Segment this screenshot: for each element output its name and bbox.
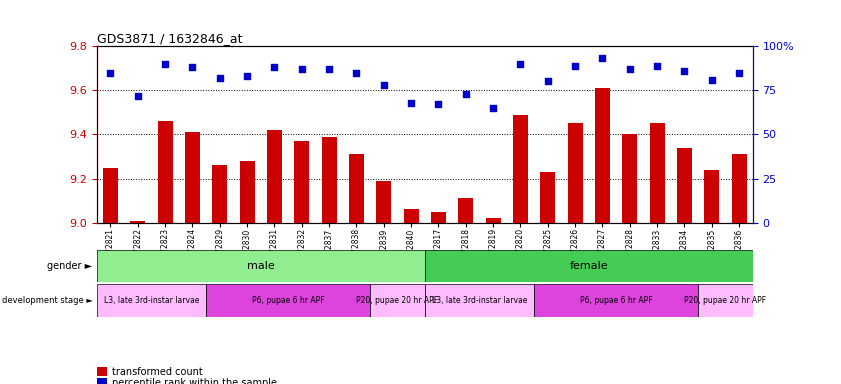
Point xyxy=(650,63,664,69)
Text: P6, pupae 6 hr APF: P6, pupae 6 hr APF xyxy=(251,296,325,305)
Bar xyxy=(404,209,419,223)
Bar xyxy=(240,161,255,223)
Point xyxy=(158,61,172,67)
Bar xyxy=(321,137,336,223)
Point xyxy=(431,101,445,108)
Text: transformed count: transformed count xyxy=(112,366,203,377)
Bar xyxy=(513,114,528,223)
Bar xyxy=(568,123,583,223)
Bar xyxy=(540,172,555,223)
Bar xyxy=(458,199,473,223)
Bar xyxy=(698,284,753,317)
Bar xyxy=(622,134,637,223)
Point xyxy=(350,70,363,76)
Point xyxy=(514,61,527,67)
Point xyxy=(541,78,554,84)
Bar xyxy=(130,220,145,223)
Text: development stage ►: development stage ► xyxy=(2,296,93,305)
Bar xyxy=(97,284,206,317)
Bar xyxy=(732,154,747,223)
Point xyxy=(103,70,117,76)
Text: male: male xyxy=(247,261,274,271)
Point xyxy=(678,68,691,74)
Point xyxy=(322,66,336,72)
Bar xyxy=(485,218,500,223)
Point xyxy=(623,66,637,72)
Bar xyxy=(206,284,370,317)
Point xyxy=(295,66,309,72)
Text: percentile rank within the sample: percentile rank within the sample xyxy=(112,378,277,384)
Bar xyxy=(294,141,309,223)
Point xyxy=(213,75,226,81)
Bar xyxy=(97,250,425,282)
Text: P20, pupae 20 hr APF: P20, pupae 20 hr APF xyxy=(685,296,766,305)
Bar xyxy=(267,130,282,223)
Bar xyxy=(534,284,698,317)
Bar xyxy=(185,132,200,223)
Bar xyxy=(649,123,664,223)
Bar xyxy=(704,170,719,223)
Text: GDS3871 / 1632846_at: GDS3871 / 1632846_at xyxy=(97,32,242,45)
Point xyxy=(186,64,199,70)
Point xyxy=(486,105,500,111)
Bar xyxy=(376,181,391,223)
Bar xyxy=(349,154,364,223)
Bar xyxy=(212,166,227,223)
Point xyxy=(595,55,609,61)
Point xyxy=(569,63,582,69)
Text: P20, pupae 20 hr APF: P20, pupae 20 hr APF xyxy=(357,296,438,305)
Bar xyxy=(425,250,753,282)
Bar xyxy=(431,212,446,223)
Text: L3, late 3rd-instar larvae: L3, late 3rd-instar larvae xyxy=(431,296,527,305)
Bar xyxy=(595,88,610,223)
Point xyxy=(377,82,390,88)
Bar xyxy=(103,167,118,223)
Text: female: female xyxy=(569,261,608,271)
Point xyxy=(733,70,746,76)
Text: P6, pupae 6 hr APF: P6, pupae 6 hr APF xyxy=(579,296,653,305)
Bar xyxy=(425,284,534,317)
Point xyxy=(705,76,718,83)
Bar xyxy=(370,284,425,317)
Point xyxy=(459,91,473,97)
Text: gender ►: gender ► xyxy=(47,261,93,271)
Point xyxy=(405,99,418,106)
Text: L3, late 3rd-instar larvae: L3, late 3rd-instar larvae xyxy=(103,296,199,305)
Point xyxy=(267,64,281,70)
Point xyxy=(131,93,145,99)
Bar xyxy=(157,121,172,223)
Bar xyxy=(677,148,692,223)
Point xyxy=(241,73,254,79)
